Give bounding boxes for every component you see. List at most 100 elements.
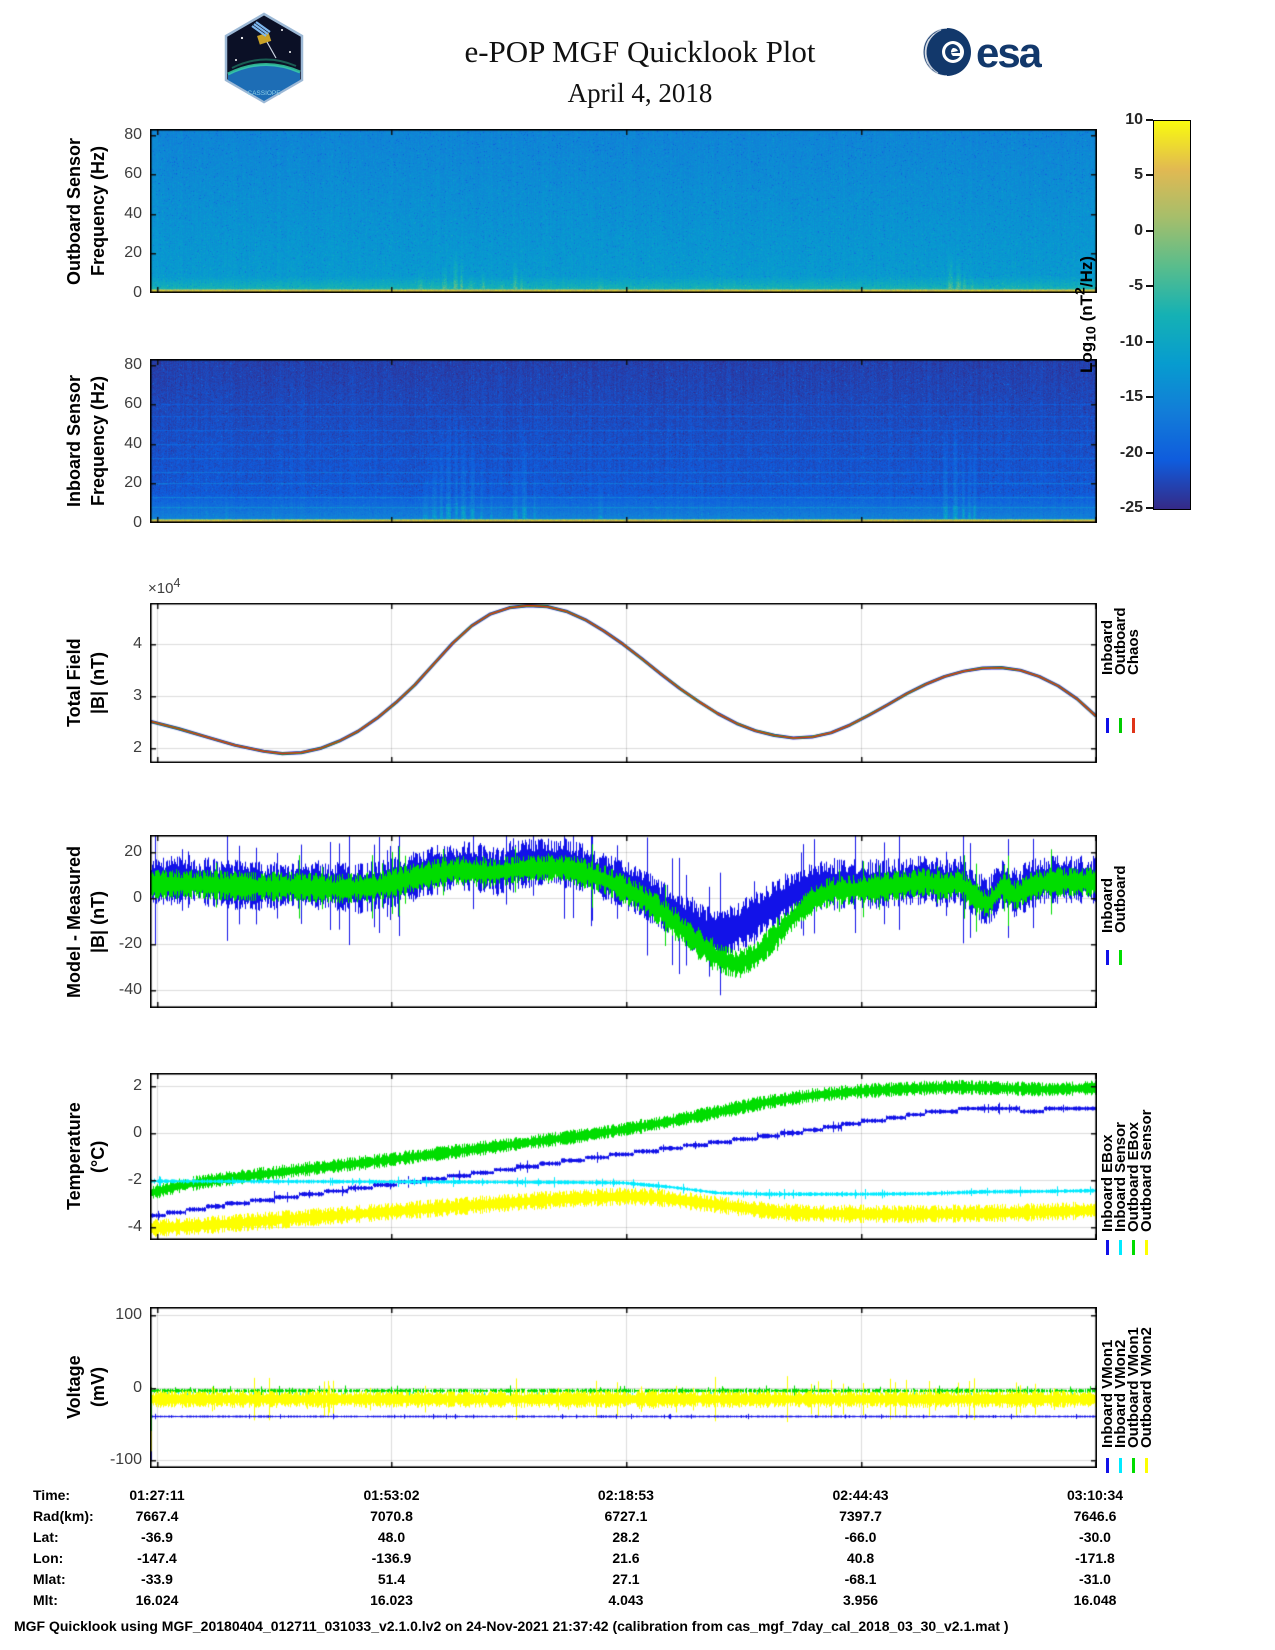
info-value: 4.043 — [608, 1592, 644, 1608]
colorbar-tick-mark — [1146, 396, 1153, 399]
y-tick-label: 0 — [133, 1123, 142, 1141]
y-tick-label: 60 — [124, 165, 142, 183]
info-value: 21.6 — [612, 1550, 640, 1566]
colorbar-tick-label: -10 — [1119, 332, 1143, 350]
info-row-label: Lon: — [33, 1550, 64, 1566]
colorbar-tick-label: 5 — [1134, 166, 1143, 184]
colorbar-tick-label: -25 — [1119, 499, 1143, 516]
y-tick-label: 2 — [133, 1076, 142, 1094]
legend-label-outboard-vmon2: Outboard VMon2 — [1138, 1327, 1155, 1448]
info-value: -171.8 — [1075, 1550, 1115, 1566]
esa-logo-icon: esa — [922, 27, 1042, 77]
y-tick-label: 2 — [133, 739, 142, 757]
info-value: 01:27:11 — [129, 1487, 185, 1503]
colorbar-tick-mark — [1146, 340, 1153, 343]
info-value: 02:18:53 — [597, 1487, 654, 1503]
legend-label-chaos: Chaos — [1125, 629, 1142, 675]
colorbar-tick-mark — [1146, 229, 1153, 232]
y-tick-label: 40 — [124, 434, 142, 452]
ylabel-line: (°C) — [87, 1140, 108, 1173]
ylabel-line: Temperature — [63, 1102, 84, 1211]
page-date: April 4, 2018 — [567, 78, 713, 108]
footer-provenance-text: MGF Quicklook using MGF_20180404_012711_… — [14, 1618, 1009, 1634]
legend-swatch-chaos — [1132, 718, 1135, 733]
colorbar-label-sup: 2 — [1072, 286, 1089, 295]
y-tick-label: 20 — [124, 474, 142, 492]
y-tick-label: 4 — [133, 635, 142, 653]
colorbar-label-prefix: Log — [1077, 341, 1097, 373]
y-tick-label: 80 — [124, 125, 142, 143]
legend-label-outboard: Outboard — [1112, 865, 1129, 934]
y-tick-label: 60 — [124, 395, 142, 413]
colorbar-label: Log10 (nT2/Hz) — [1072, 120, 1100, 508]
info-value: 16.024 — [135, 1592, 179, 1608]
info-value: 3.956 — [843, 1592, 879, 1608]
legend-swatch-inboard-ebox — [1106, 1240, 1109, 1255]
info-value: -66.0 — [844, 1529, 877, 1545]
mission-patch-label: CASSIOPE — [247, 90, 281, 97]
info-value: -68.1 — [844, 1571, 877, 1587]
legend-swatch-inboard — [1106, 950, 1109, 965]
legend-swatch-outboard — [1119, 718, 1122, 733]
outboard-spectrogram-canvas — [150, 129, 1097, 293]
colorbar-tick-label: 10 — [1125, 111, 1143, 128]
total-field-exponent-label: ×104 — [148, 576, 180, 597]
legend-swatch-outboard-vmon1 — [1132, 1458, 1135, 1473]
voltage-plot-canvas — [150, 1307, 1097, 1468]
colorbar-tick-label: -5 — [1128, 277, 1143, 295]
y-tick-label: -2 — [127, 1171, 142, 1189]
info-value: 7646.6 — [1073, 1508, 1117, 1524]
colorbar-tick-label: 0 — [1134, 221, 1143, 239]
colorbar-tick-mark — [1146, 285, 1153, 288]
info-value: 16.048 — [1073, 1592, 1117, 1608]
colorbar-tick-mark — [1146, 174, 1153, 177]
total-field-plot-canvas — [150, 603, 1097, 763]
info-value: -136.9 — [371, 1550, 412, 1566]
colorbar-tick-label: -20 — [1119, 443, 1143, 461]
info-value: -36.9 — [141, 1529, 173, 1545]
legend-swatch-outboard-sensor — [1145, 1240, 1148, 1255]
y-tick-label: 40 — [124, 204, 142, 222]
legend-swatch-inboard-vmon1 — [1106, 1458, 1109, 1473]
info-value: 7667.4 — [135, 1508, 179, 1524]
y-tick-label: -20 — [118, 935, 142, 953]
colorbar-label-suffix: /Hz) — [1077, 255, 1097, 287]
info-row-label: Mlt: — [33, 1592, 58, 1608]
colorbar-tick-mark — [1146, 119, 1153, 121]
y-tick-label: 0 — [133, 889, 142, 907]
info-value: 02:44:43 — [832, 1487, 889, 1503]
y-tick-label: 80 — [124, 355, 142, 373]
y-tick-label: -4 — [127, 1218, 142, 1236]
info-value: -30.0 — [1079, 1529, 1111, 1545]
inboard-spectrogram-canvas — [150, 359, 1097, 523]
page-title: e-POP MGF Quicklook Plot — [464, 34, 816, 69]
info-row-label: Time: — [33, 1487, 71, 1503]
colorbar-tick-label: -15 — [1119, 388, 1143, 406]
info-value: -31.0 — [1079, 1571, 1111, 1587]
y-tick-label: -40 — [118, 981, 142, 999]
legend-swatch-inboard-vmon2 — [1119, 1458, 1122, 1473]
colorbar-tick-mark — [1146, 507, 1153, 509]
y-tick-label: 20 — [124, 843, 142, 861]
y-tick-label: 0 — [133, 284, 142, 301]
legend-swatch-outboard — [1119, 950, 1122, 965]
colorbar-label-mid: (nT — [1077, 294, 1097, 326]
y-tick-label: 0 — [133, 1378, 142, 1396]
info-value: 51.4 — [377, 1571, 406, 1587]
info-value: 6727.1 — [604, 1508, 648, 1524]
y-tick-label: 100 — [115, 1305, 142, 1323]
legend-swatch-outboard-ebox — [1132, 1240, 1135, 1255]
info-value: 03:10:34 — [1066, 1487, 1124, 1503]
colorbar-label-sub: 10 — [1083, 325, 1100, 342]
temperature-plot-canvas — [150, 1073, 1097, 1240]
model-minus-measured-plot-canvas — [150, 835, 1097, 1008]
info-value: 40.8 — [846, 1550, 875, 1566]
info-value: 16.023 — [370, 1592, 413, 1608]
info-value: -33.9 — [141, 1571, 173, 1587]
info-value: 48.0 — [377, 1529, 406, 1545]
info-value: 7070.8 — [370, 1508, 413, 1524]
info-row-label: Mlat: — [33, 1571, 66, 1587]
info-value: 7397.7 — [839, 1508, 882, 1524]
info-value: 01:53:02 — [363, 1487, 420, 1503]
